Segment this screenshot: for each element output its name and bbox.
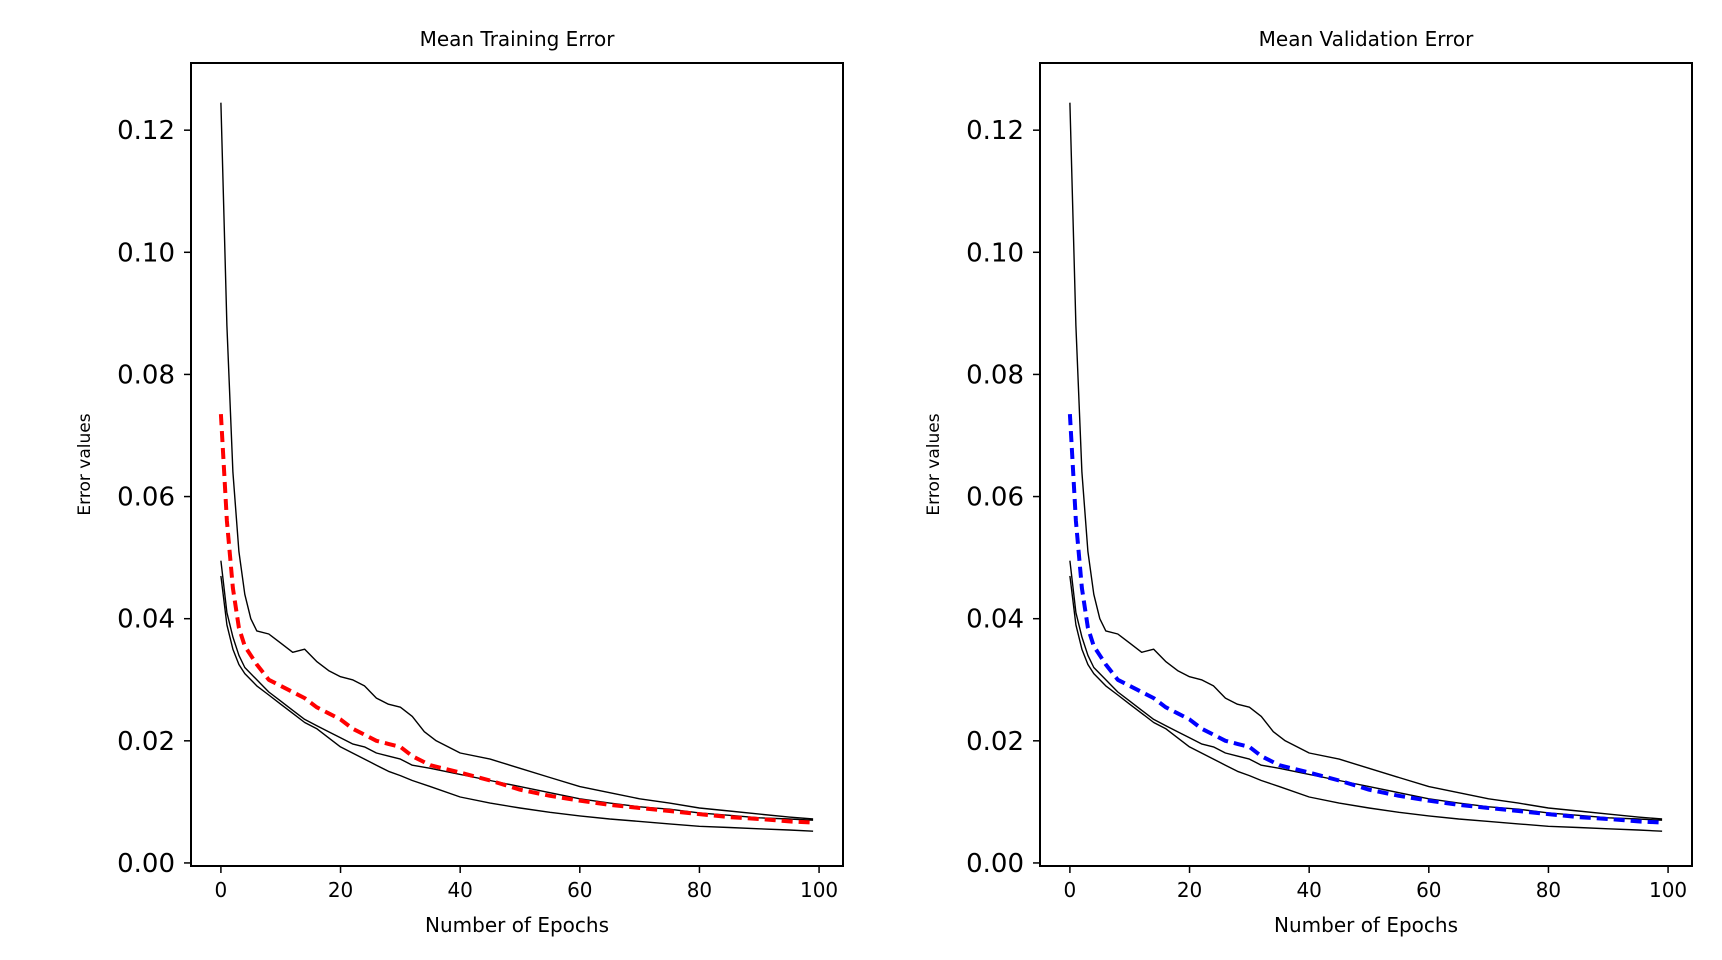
y-tick-label: 0.04: [966, 605, 1024, 635]
x-axis-label: Number of Epochs: [1274, 913, 1458, 937]
y-tick-label: 0.02: [117, 727, 175, 757]
x-tick-label: 40: [447, 878, 472, 902]
x-tick-label: 80: [1536, 878, 1561, 902]
x-tick-label: 0: [215, 878, 228, 902]
mean-error-line: [1067, 413, 1663, 825]
x-tick-label: 40: [1296, 878, 1321, 902]
y-tick-label: 0.10: [966, 238, 1024, 268]
y-tick-label: 0.12: [117, 116, 175, 146]
x-tick-label: 20: [1177, 878, 1202, 902]
chart-title: Mean Validation Error: [1259, 27, 1474, 51]
y-tick-label: 0.02: [966, 727, 1024, 757]
axes-frame: [190, 62, 844, 867]
x-tick-label: 60: [1416, 878, 1441, 902]
run-error-line-1: [220, 102, 814, 820]
chart-title: Mean Training Error: [420, 27, 616, 51]
y-tick-label: 0.06: [966, 483, 1024, 513]
run-error-line-3: [1069, 575, 1663, 832]
y-tick-label: 0.00: [966, 849, 1024, 879]
y-axis-label: Error values: [924, 413, 944, 515]
y-tick-label: 0.04: [117, 605, 175, 635]
x-tick-label: 60: [567, 878, 592, 902]
x-tick-label: 0: [1064, 878, 1077, 902]
x-axis-label: Number of Epochs: [425, 913, 609, 937]
run-error-line-2: [1069, 560, 1663, 821]
chart-panel-1: 0 20 40 60 80 100 0.00 0.02 0.04 0.06 0.08 0.10 0.12…: [75, 27, 844, 937]
x-tick-label: 80: [687, 878, 712, 902]
y-tick-label: 0.08: [966, 360, 1024, 390]
x-tick-label: 100: [1649, 878, 1687, 902]
y-axis-label: Error values: [75, 413, 95, 515]
chart-panel-2: 0 20 40 60 80 100 0.00 0.02 0.04 0.06 0.08 0.10 0.12…: [924, 27, 1693, 937]
mean-error-line: [218, 413, 814, 825]
y-tick-label: 0.12: [966, 116, 1024, 146]
axes-frame: [1039, 62, 1693, 867]
y-tick-label: 0.10: [117, 238, 175, 268]
x-tick-label: 20: [328, 878, 353, 902]
run-error-line-1: [1069, 102, 1663, 820]
run-error-line-3: [220, 575, 814, 832]
y-tick-label: 0.06: [117, 483, 175, 513]
x-tick-label: 100: [800, 878, 838, 902]
y-tick-label: 0.00: [117, 849, 175, 879]
y-tick-label: 0.08: [117, 360, 175, 390]
run-error-line-2: [220, 560, 814, 821]
